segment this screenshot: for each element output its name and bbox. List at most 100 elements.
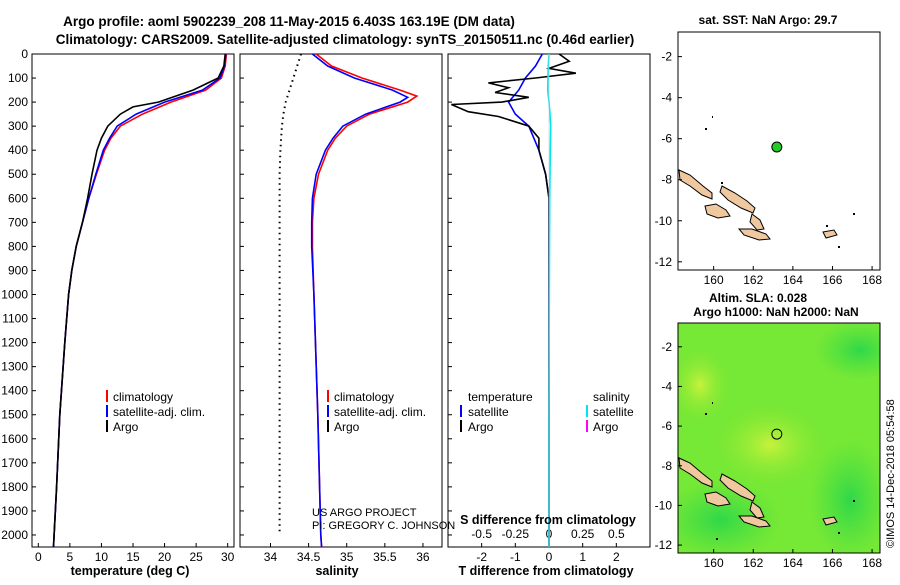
depth-tick-label: 900 [8, 263, 28, 277]
lon-tick-label: 168 [862, 273, 882, 287]
x-tick-label: -2 [476, 550, 487, 564]
depth-tick-label: 700 [8, 215, 28, 229]
salinity-lines [278, 54, 419, 547]
temperature-x-ticks: 0 5 10 15 20 25 30 [35, 543, 235, 564]
x-tick-label: 0 [35, 550, 42, 564]
lat-tick-label: -10 [655, 214, 673, 228]
legend-label-climatology: climatology [334, 390, 394, 404]
depth-tick-label: 300 [8, 119, 28, 133]
islet [712, 402, 713, 404]
lon-tick-label: 168 [862, 556, 882, 570]
island-santa-isabel [719, 185, 756, 214]
depth-tick-label: 200 [8, 95, 28, 109]
sla-map-title-2: Argo h1000: NaN h2000: NaN [693, 305, 858, 319]
depth-tick-label: 1000 [1, 287, 28, 301]
legend-label-s-satellite: satellite [593, 405, 634, 419]
temperature-lines [52, 54, 228, 547]
depth-tick-label: 500 [8, 167, 28, 181]
depth-tick-label: 1400 [1, 384, 28, 398]
sla-map-title-1: Altim. SLA: 0.028 [709, 291, 807, 305]
lat-tick-label: -2 [661, 340, 672, 354]
salinity-x-ticks: 34 34.5 35 35.5 36 [264, 543, 430, 564]
legend-label-climatology: climatology [113, 390, 173, 404]
difference-x-ticks: -2 -1 0 1 2-0.5 -0.25 0 0.25 0.5 [471, 527, 625, 564]
lon-tick-label: 166 [822, 273, 842, 287]
argo-float-marker [771, 428, 783, 440]
argo-float-marker [771, 141, 783, 153]
island-rennell [822, 516, 838, 526]
depth-tick-label: 1200 [1, 336, 28, 350]
salinity-legend: climatology satellite-adj. clim. Argo [327, 390, 426, 434]
islet [838, 246, 840, 248]
legend-title-temperature: temperature [468, 390, 533, 404]
island-choiseul [678, 457, 713, 488]
sla-map-ticks: 160 162 164 166 168 -2 -4 -6 -8 -10 -12 [655, 340, 883, 570]
sst-map-markers [771, 141, 783, 153]
x-tick-label: 0 [546, 550, 553, 564]
legend-label-s-argo: Argo [593, 420, 619, 434]
lat-tick-label: -8 [661, 173, 672, 187]
sla-high-patch-2 [678, 345, 732, 425]
depth-tick-label: 1700 [1, 456, 28, 470]
islet [721, 182, 723, 184]
islet [853, 500, 855, 502]
sla-low-patch [815, 323, 880, 380]
lat-tick-label: -2 [661, 50, 672, 64]
depth-tick-label: 600 [8, 191, 28, 205]
x-tick-label: 34 [264, 550, 278, 564]
lat-tick-label: -10 [655, 498, 673, 512]
series-argo [278, 54, 302, 535]
s-tick-label: -0.5 [471, 527, 492, 541]
sst-map-title: sat. SST: NaN Argo: 29.7 [699, 13, 838, 27]
series-t-argo [451, 54, 577, 547]
islet [826, 225, 828, 227]
x-tick-label: 15 [126, 550, 140, 564]
legend-label-satellite: satellite-adj. clim. [334, 405, 426, 419]
depth-tick-label: 1900 [1, 504, 28, 518]
lat-tick-label: -12 [655, 538, 673, 552]
t-difference-xlabel: T difference from climatology [458, 564, 633, 578]
depth-axis: 0 100 200 300 400 500 600 700 800 900 1000 1100 1200… [1, 47, 452, 542]
depth-tick-label: 1300 [1, 360, 28, 374]
legend-label-t-satellite: satellite [468, 405, 509, 419]
islet [716, 538, 718, 540]
depth-tick-label: 400 [8, 143, 28, 157]
x-tick-label: 34.5 [297, 550, 321, 564]
pi-annotation: PI: GREGORY C. JOHNSON [312, 520, 455, 532]
sla-low-patch-3 [810, 440, 880, 553]
legend-label-t-argo: Argo [468, 420, 494, 434]
sst-map-land [678, 116, 855, 248]
sla-map-field [678, 323, 880, 553]
title-line-2: Climatology: CARS2009. Satellite-adjuste… [56, 32, 634, 47]
s-tick-label: 0.25 [571, 527, 595, 541]
sla-map-markers [771, 428, 783, 440]
title-line-1: Argo profile: aoml 5902239_208 11-May-20… [63, 14, 515, 29]
sst-map-ticks: 160 162 164 166 168 -2 -4 -6 -8 -10 -12 [655, 50, 883, 287]
sla-high-patch [710, 400, 830, 490]
depth-tick-label: 100 [8, 71, 28, 85]
s-tick-label: 0.5 [608, 527, 625, 541]
x-tick-label: 20 [158, 550, 172, 564]
x-tick-label: 2 [613, 550, 620, 564]
island-guadalcanal [737, 228, 771, 241]
lon-tick-label: 160 [704, 273, 724, 287]
depth-tick-label: 2000 [1, 528, 28, 542]
depth-tick-label: 1800 [1, 480, 28, 494]
lon-tick-label: 162 [743, 556, 763, 570]
x-tick-label: 35.5 [373, 550, 397, 564]
lat-tick-label: -6 [661, 132, 672, 146]
temperature-legend: climatology satellite-adj. clim. Argo [106, 390, 205, 434]
x-tick-label: 30 [221, 550, 235, 564]
series-argo [52, 54, 226, 547]
island-new-georgia [704, 491, 731, 507]
legend-title-salinity: salinity [593, 390, 630, 404]
lon-tick-label: 166 [822, 556, 842, 570]
island-choiseul [678, 169, 713, 200]
legend-label-argo: Argo [334, 420, 360, 434]
x-tick-label: -1 [510, 550, 521, 564]
island-malaita [749, 213, 765, 231]
series-climatology [52, 54, 228, 547]
island-rennell [822, 229, 838, 239]
islet [705, 128, 707, 130]
